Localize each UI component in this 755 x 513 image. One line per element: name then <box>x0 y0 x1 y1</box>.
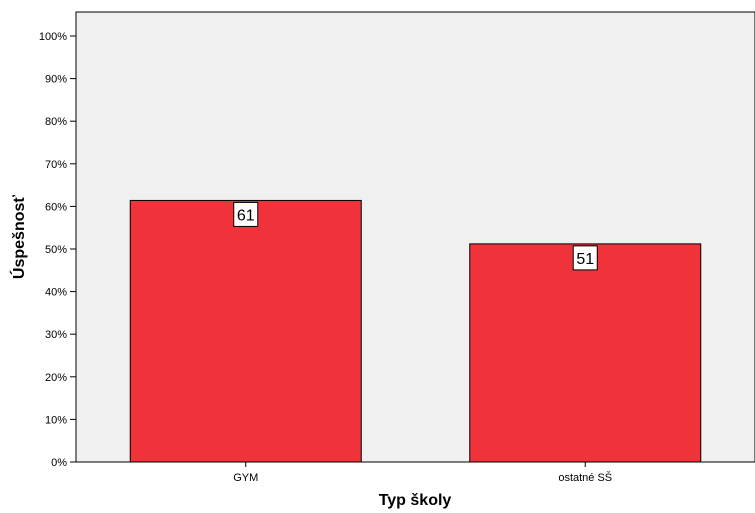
y-axis-title: Úspešnosť <box>9 195 28 279</box>
data-label-text: 51 <box>576 251 594 268</box>
y-tick-label: 10% <box>45 414 67 426</box>
x-axis-title: Typ školy <box>379 492 452 509</box>
y-tick-label: 20% <box>45 372 67 384</box>
x-tick-label: ostatné SŠ <box>558 471 612 484</box>
y-tick-label: 60% <box>45 201 67 213</box>
data-label-box <box>233 201 259 227</box>
bar-0 <box>129 199 362 463</box>
y-tick-label: 90% <box>45 74 67 86</box>
data-label: 61 <box>233 201 259 227</box>
x-axis: GYM ostatné SŠ <box>233 462 612 484</box>
data-label-box <box>572 245 598 271</box>
y-tick-label: 80% <box>45 116 67 128</box>
x-tick-label: GYM <box>233 472 258 484</box>
bar-1 <box>469 243 702 463</box>
bars: 61 51 <box>129 199 702 463</box>
y-tick-label: 50% <box>45 244 67 256</box>
y-axis: 0% 10% 20% 30% 40% 50% 60% 70% 80% 90% 100% <box>39 31 76 469</box>
data-label-text: 61 <box>237 207 255 224</box>
y-tick-label: 40% <box>45 287 67 299</box>
y-tick-label: 30% <box>45 329 67 341</box>
y-tick-label: 70% <box>45 159 67 171</box>
y-tick-label: 0% <box>51 457 67 469</box>
y-tick-label: 100% <box>39 31 67 43</box>
data-label: 51 <box>572 245 598 271</box>
